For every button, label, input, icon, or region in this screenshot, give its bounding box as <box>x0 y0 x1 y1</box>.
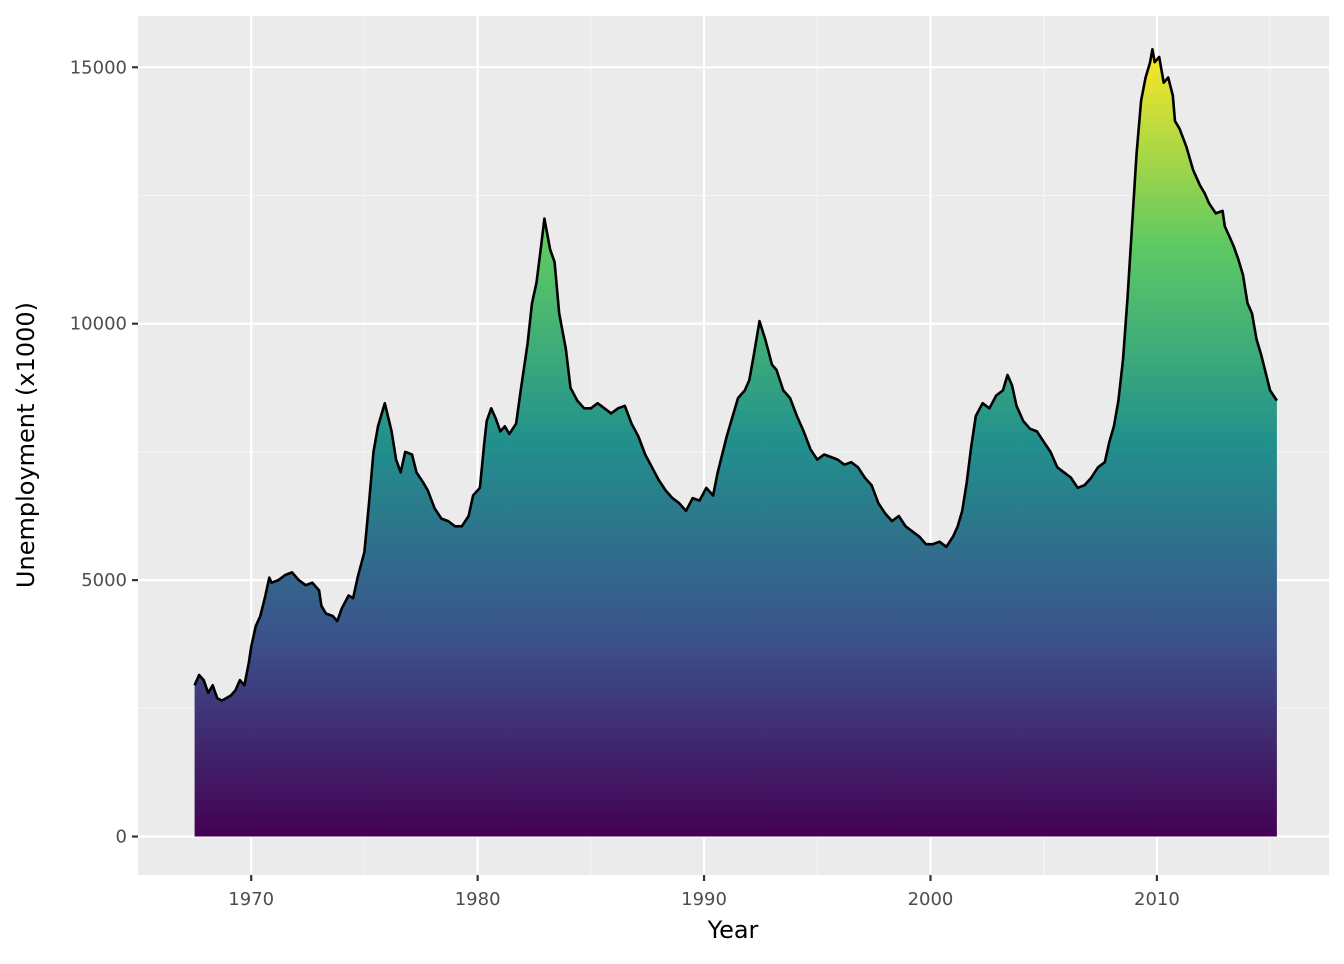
y-tick-label: 5000 <box>81 570 127 591</box>
x-tick-label: 1970 <box>228 889 274 910</box>
y-tick-label: 10000 <box>70 314 127 335</box>
y-tick-labels: 0 5000 10000 15000 <box>70 57 127 847</box>
axis-ticks <box>132 66 1159 881</box>
x-tick-label: 2000 <box>908 889 954 910</box>
unemployment-line <box>193 48 1278 702</box>
x-tick-label: 2010 <box>1134 889 1180 910</box>
y-tick-label: 0 <box>116 827 127 848</box>
y-axis-title: Unemployment (x1000) <box>12 302 40 588</box>
x-tick-labels: 1970 1980 1990 2000 2010 <box>228 889 1180 910</box>
data-layer <box>193 48 1278 837</box>
y-tick-label: 15000 <box>70 57 127 78</box>
x-tick-label: 1990 <box>681 889 727 910</box>
x-tick-label: 1980 <box>455 889 501 910</box>
unemployment-area <box>194 49 1277 837</box>
x-axis-title: Year <box>707 916 759 944</box>
